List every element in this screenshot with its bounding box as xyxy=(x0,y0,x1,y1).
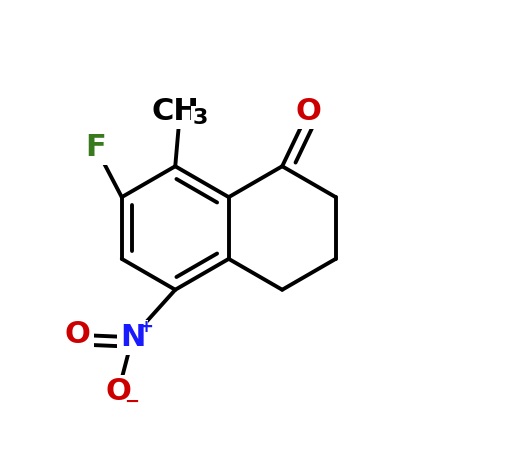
Text: 3: 3 xyxy=(193,108,208,128)
Text: F: F xyxy=(86,133,106,162)
Text: CH: CH xyxy=(152,97,199,126)
Text: −: − xyxy=(124,393,139,411)
Text: O: O xyxy=(105,377,131,407)
Text: +: + xyxy=(138,318,153,336)
Text: N: N xyxy=(120,323,145,352)
Text: O: O xyxy=(295,97,321,126)
Text: O: O xyxy=(65,320,91,350)
